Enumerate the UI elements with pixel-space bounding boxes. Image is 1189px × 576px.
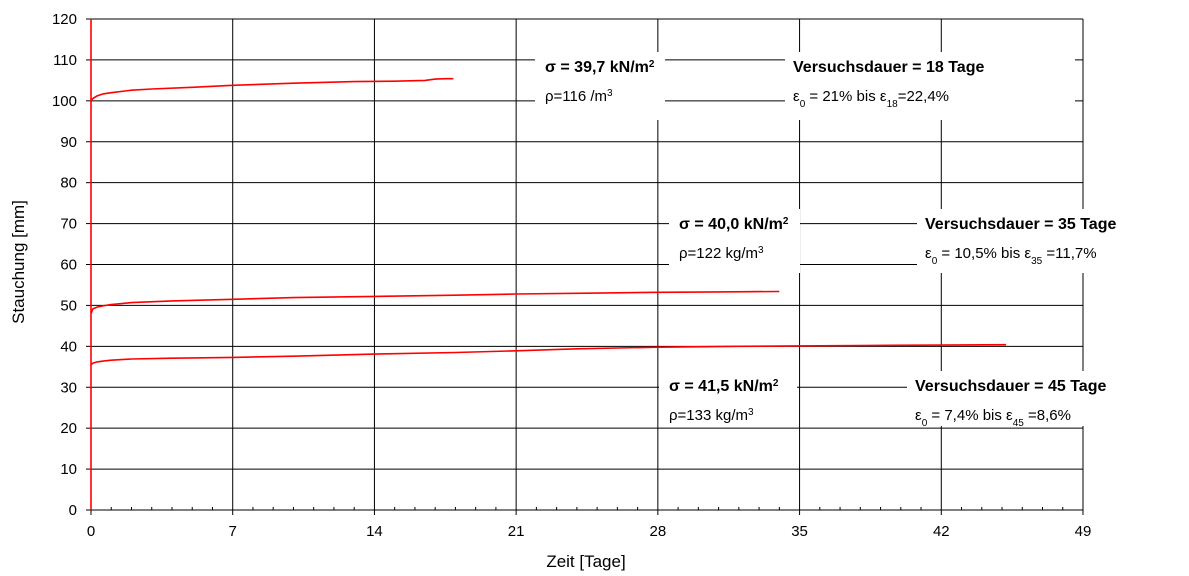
y-tick-label: 110 <box>53 52 77 69</box>
duration-label: Versuchsdauer = 35 Tage <box>925 216 1116 233</box>
annotation-box <box>785 52 1075 120</box>
annotation-box <box>659 371 797 426</box>
y-tick-label: 100 <box>52 93 77 110</box>
stress-label: σ = 40,0 kN/m2 <box>679 216 789 234</box>
y-tick-label: 20 <box>60 420 77 437</box>
annotation-box <box>917 209 1172 273</box>
density-label: ρ=122 kg/m3 <box>679 245 764 263</box>
x-tick-label: 21 <box>508 523 525 540</box>
x-axis-label: Zeit [Tage] <box>546 552 625 571</box>
series-line-2 <box>90 290 780 314</box>
series-line-1 <box>90 77 454 102</box>
x-tick-label: 28 <box>650 523 667 540</box>
strain-label: ε0 = 7,4% bis ε45 =8,6% <box>915 407 1071 429</box>
y-tick-label: 90 <box>60 134 77 151</box>
annotations: σ = 39,7 kN/m2 ρ=116 /m3 Versuchsdauer = 1… <box>535 52 1172 429</box>
series-lines <box>90 77 1007 366</box>
y-tick-label: 30 <box>60 379 77 396</box>
y-tick-label: 50 <box>60 297 77 314</box>
y-tick-label: 40 <box>60 338 77 355</box>
strain-label: ε0 = 10,5% bis ε35 =11,7% <box>925 245 1097 267</box>
y-tick-label: 60 <box>60 257 77 274</box>
x-tick-label: 0 <box>87 523 95 540</box>
x-tick-label: 14 <box>366 523 383 540</box>
annotation-box <box>669 209 800 273</box>
density-label: ρ=116 /m3 <box>545 88 613 106</box>
y-tick-label: 80 <box>60 175 77 192</box>
annotation-box <box>907 371 1162 426</box>
y-tick-label: 120 <box>52 11 77 28</box>
duration-label: Versuchsdauer = 45 Tage <box>915 378 1106 395</box>
strain-label: ε0 = 21% bis ε18=22,4% <box>793 88 949 110</box>
x-tick-label: 49 <box>1075 523 1092 540</box>
annotation-box <box>535 52 665 120</box>
y-tick-label: 10 <box>60 461 77 478</box>
x-tick-label: 42 <box>933 523 950 540</box>
y-tick-label: 0 <box>69 502 77 519</box>
density-label: ρ=133 kg/m3 <box>669 407 754 425</box>
duration-label: Versuchsdauer = 18 Tage <box>793 59 984 76</box>
tick-labels: 0 10 20 30 40 50 60 70 80 90 100 110 120 0 7 14 21 28 35 42… <box>52 11 1091 540</box>
stress-label: σ = 39,7 kN/m2 <box>545 59 655 77</box>
series-line-3 <box>90 343 1007 366</box>
x-tick-label: 35 <box>791 523 808 540</box>
x-tick-label: 7 <box>229 523 237 540</box>
y-axis-label: Stauchung [mm] <box>9 200 28 324</box>
y-tick-label: 70 <box>60 216 77 233</box>
stress-label: σ = 41,5 kN/m2 <box>669 378 779 396</box>
